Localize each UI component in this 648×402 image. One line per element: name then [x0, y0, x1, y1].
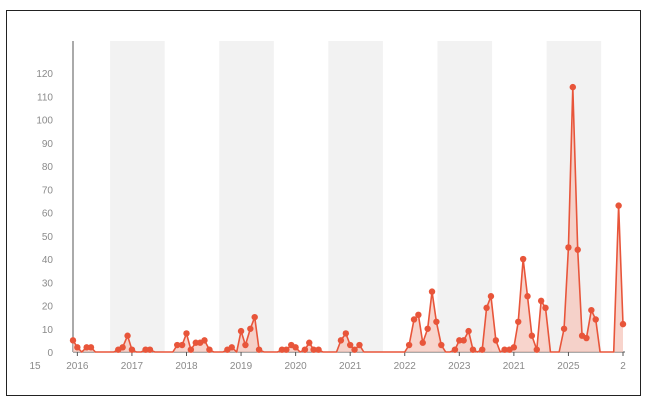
year-band: [219, 41, 274, 352]
data-point: [492, 337, 500, 344]
chart-frame: 0 10 20 30 40 50 60 70 80 90 100 110 120 2016 2017 2018…: [6, 10, 641, 396]
data-point: [565, 244, 572, 251]
data-point: [515, 318, 522, 325]
x-tick-label: 2022: [394, 361, 417, 372]
data-point: [487, 293, 495, 300]
y-tick-label: 40: [42, 255, 54, 266]
data-point: [537, 297, 545, 305]
series-area: [73, 87, 623, 352]
data-point: [283, 346, 290, 353]
data-point: [410, 316, 418, 323]
data-point: [255, 346, 263, 353]
data-point: [356, 341, 363, 349]
x-tick-label: 2023: [448, 361, 471, 372]
data-point: [251, 313, 258, 321]
data-point: [588, 306, 595, 314]
x-tick-label: 2019: [230, 361, 253, 372]
data-point: [405, 341, 413, 349]
x-tick-label: 2017: [121, 361, 144, 372]
year-band: [328, 41, 383, 352]
data-point: [510, 344, 518, 351]
data-point: [206, 346, 213, 353]
series-line: [72, 86, 624, 353]
x-tick-label: 2021: [339, 361, 362, 372]
data-point: [242, 341, 249, 349]
data-point: [483, 304, 490, 312]
data-point: [583, 334, 590, 342]
data-point: [87, 344, 95, 351]
y-tick-label: 90: [42, 139, 54, 150]
x-tick-label: 2020: [284, 361, 307, 372]
data-point: [315, 346, 322, 353]
data-point: [178, 341, 186, 349]
data-point: [187, 346, 195, 353]
data-point: [465, 327, 472, 335]
data-point: [542, 304, 549, 312]
data-point: [615, 202, 622, 209]
y-tick-label: 30: [42, 278, 54, 289]
year-band: [110, 41, 165, 352]
data-point: [524, 293, 531, 300]
year-band: [437, 41, 493, 352]
data-point: [237, 327, 245, 335]
data-point: [69, 337, 77, 344]
data-point: [469, 346, 477, 353]
data-point: [342, 330, 350, 337]
y-tick-label: 10: [42, 325, 54, 336]
x-tick-label: 2: [620, 361, 626, 372]
data-point: [124, 332, 131, 339]
x-tick-label: 2018: [175, 361, 198, 372]
x-tick-label: 2021: [503, 361, 526, 372]
data-point: [292, 344, 299, 351]
data-point: [451, 346, 459, 353]
y-tick-label: 50: [42, 232, 54, 243]
data-point: [424, 325, 431, 332]
data-point: [301, 346, 309, 353]
data-point: [528, 332, 536, 339]
data-point: [519, 255, 527, 263]
data-point: [433, 318, 440, 325]
data-point: [619, 320, 627, 328]
data-point: [479, 346, 486, 353]
data-point: [351, 346, 358, 353]
y-tick-label: 100: [36, 116, 53, 127]
data-point: [183, 330, 190, 337]
y-tick-label: 70: [42, 185, 54, 196]
data-point: [201, 337, 208, 344]
y-tick-label: 60: [42, 209, 54, 220]
y-tick-label: 20: [42, 302, 54, 313]
y-tick-label: 80: [42, 162, 54, 173]
chart-area: 0 10 20 30 40 50 60 70 80 90 100 110 120 2016 2017 2018…: [29, 41, 627, 372]
data-point: [569, 83, 577, 91]
corner-label: 15: [29, 361, 41, 372]
y-tick-label: 110: [37, 92, 53, 103]
data-point: [501, 346, 508, 353]
data-point: [228, 344, 235, 351]
data-point: [419, 339, 426, 346]
x-tick-label: 2025: [557, 361, 580, 372]
data-point: [128, 346, 136, 353]
data-point: [346, 341, 354, 349]
data-point: [146, 346, 154, 353]
data-point: [560, 325, 568, 332]
data-point: [337, 337, 345, 344]
data-point: [574, 246, 581, 253]
data-point: [592, 316, 599, 323]
data-point: [310, 346, 317, 353]
data-point: [174, 341, 181, 349]
data-point: [415, 311, 422, 319]
data-point: [428, 288, 436, 295]
y-tick-label: 0: [47, 348, 53, 359]
x-tick-label: 2016: [66, 361, 89, 372]
data-point: [460, 337, 467, 344]
data-point: [119, 344, 126, 351]
data-point: [438, 341, 445, 349]
y-tick-label: 120: [36, 69, 53, 80]
data-point: [306, 339, 313, 346]
data-point: [74, 344, 81, 351]
data-point: [247, 325, 254, 332]
data-point: [533, 346, 540, 353]
